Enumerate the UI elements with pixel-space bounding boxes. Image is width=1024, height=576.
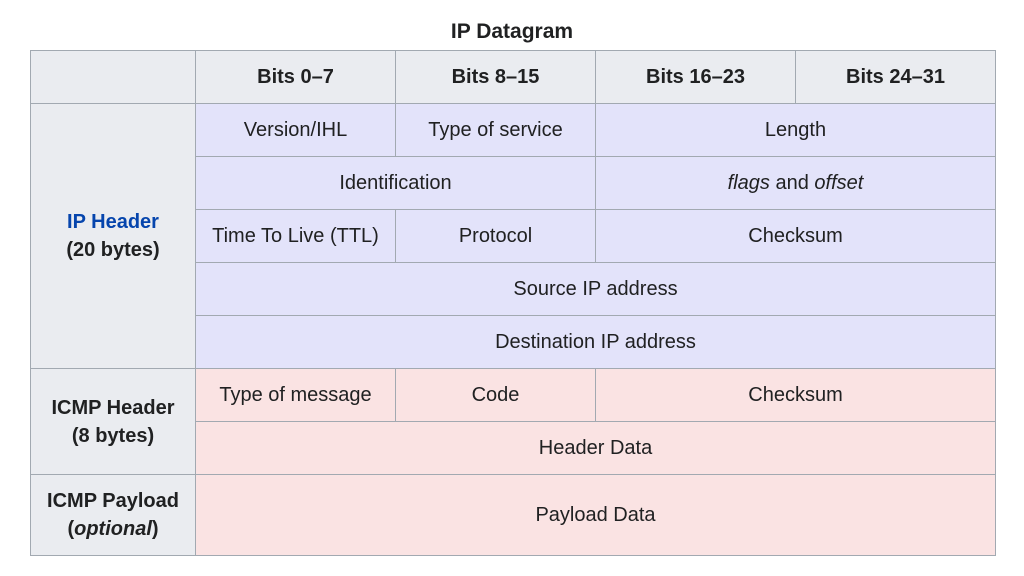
icmp-payload-label: ICMP Payload (optional) xyxy=(31,475,196,556)
col-bits-8-15: Bits 8–15 xyxy=(396,51,596,104)
field-dst-ip: Destination IP address xyxy=(196,316,996,369)
field-icmp-type: Type of message xyxy=(196,369,396,422)
icmp-header-bytes: (8 bytes) xyxy=(37,422,189,450)
header-row: Bits 0–7 Bits 8–15 Bits 16–23 Bits 24–31 xyxy=(31,51,996,104)
icmp-header-text: ICMP Header xyxy=(51,397,174,419)
field-icmp-code: Code xyxy=(396,369,596,422)
ip-header-bytes: (20 bytes) xyxy=(37,236,189,264)
ip-header-link[interactable]: IP Header xyxy=(67,211,159,233)
icmp-header-row-1: ICMP Header (8 bytes) Type of message Co… xyxy=(31,369,996,422)
field-tos: Type of service xyxy=(396,104,596,157)
field-flags-offset: flags and offset xyxy=(596,157,996,210)
icmp-payload-row: ICMP Payload (optional) Payload Data xyxy=(31,475,996,556)
col-blank xyxy=(31,51,196,104)
icmp-payload-optional: (optional) xyxy=(37,515,189,543)
ip-header-label: IP Header (20 bytes) xyxy=(31,104,196,369)
field-ip-checksum: Checksum xyxy=(596,210,996,263)
col-bits-0-7: Bits 0–7 xyxy=(196,51,396,104)
field-length: Length xyxy=(596,104,996,157)
field-version-ihl: Version/IHL xyxy=(196,104,396,157)
diagram-title: IP Datagram xyxy=(30,20,994,44)
col-bits-16-23: Bits 16–23 xyxy=(596,51,796,104)
ip-datagram-table: Bits 0–7 Bits 8–15 Bits 16–23 Bits 24–31… xyxy=(30,50,996,556)
icmp-header-label: ICMP Header (8 bytes) xyxy=(31,369,196,475)
field-protocol: Protocol xyxy=(396,210,596,263)
field-ttl: Time To Live (TTL) xyxy=(196,210,396,263)
field-payload-data: Payload Data xyxy=(196,475,996,556)
field-icmp-checksum: Checksum xyxy=(596,369,996,422)
ip-row-1: IP Header (20 bytes) Version/IHL Type of… xyxy=(31,104,996,157)
field-header-data: Header Data xyxy=(196,422,996,475)
field-identification: Identification xyxy=(196,157,596,210)
col-bits-24-31: Bits 24–31 xyxy=(796,51,996,104)
field-src-ip: Source IP address xyxy=(196,263,996,316)
icmp-payload-text: ICMP Payload xyxy=(47,490,179,512)
